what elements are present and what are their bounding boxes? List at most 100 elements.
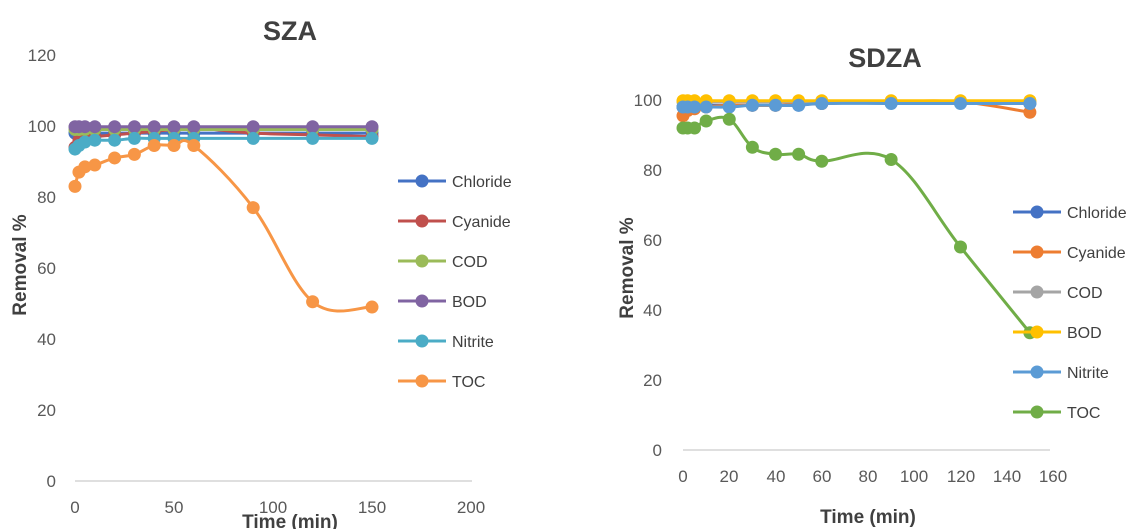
sza-data-point[interactable] [306, 120, 320, 134]
sza-y-tick-label: 0 [47, 472, 56, 491]
sza-data-point[interactable] [68, 179, 82, 193]
sza-x-tick-label: 150 [358, 498, 386, 517]
sza-y-tick-labels: 0 20 40 60 80 100 120 [28, 46, 56, 491]
sdza-x-tick-label: 100 [900, 467, 928, 486]
sdza-x-tick-label: 60 [813, 467, 832, 486]
sza-data-point[interactable] [167, 120, 181, 134]
sza-data-point[interactable] [246, 201, 260, 215]
sza-data-point[interactable] [365, 300, 379, 314]
sza-x-tick-label: 100 [259, 498, 287, 517]
sza-data-point[interactable] [187, 120, 201, 134]
sdza-data-point[interactable] [688, 121, 702, 135]
sza-data-point[interactable] [127, 120, 141, 134]
sdza-data-point[interactable] [884, 153, 898, 166]
sdza-legend-item[interactable]: Nitrite [1013, 365, 1109, 382]
sza-data-point[interactable] [365, 120, 379, 134]
sdza-legend-marker [1030, 405, 1044, 419]
sza-data-point[interactable] [88, 133, 102, 147]
sdza-data-point[interactable] [745, 98, 759, 112]
sza-data-point[interactable] [306, 295, 320, 309]
sdza-legend-item[interactable]: COD [1013, 285, 1103, 302]
sdza-series-nitrite [676, 97, 1037, 114]
sza-data-point[interactable] [108, 151, 122, 165]
sza-y-tick-label: 120 [28, 46, 56, 65]
sdza-legend-item[interactable]: Cyanide [1013, 245, 1126, 262]
sza-data-point[interactable] [246, 120, 260, 134]
sza-data-point[interactable] [147, 139, 161, 153]
sdza-data-point[interactable] [699, 100, 713, 114]
sdza-data-point[interactable] [884, 97, 898, 110]
sza-data-point[interactable] [306, 131, 320, 145]
sdza-data-point[interactable] [699, 114, 713, 128]
sza-data-point[interactable] [246, 131, 260, 145]
sdza-legend-marker [1030, 245, 1044, 259]
sza-legend-item[interactable]: BOD [398, 294, 487, 311]
sza-data-point[interactable] [78, 135, 92, 149]
sdza-data-point[interactable] [815, 154, 829, 168]
sdza-chart-title: SDZA [848, 43, 922, 73]
sza-legend-item[interactable]: COD [398, 254, 488, 271]
sdza-data-point[interactable] [722, 112, 736, 126]
sza-legend-marker [415, 254, 429, 268]
sza-y-tick-label: 80 [37, 188, 56, 207]
sdza-data-point[interactable] [954, 97, 967, 110]
sdza-data-point[interactable] [954, 240, 967, 254]
sdza-data-point[interactable] [769, 147, 782, 161]
sza-data-point[interactable] [88, 120, 102, 134]
sdza-legend-item[interactable]: Chloride [1013, 205, 1127, 222]
sza-data-point[interactable] [127, 147, 141, 161]
sdza-data-point[interactable] [688, 100, 702, 114]
sza-legend-item[interactable]: Cyanide [398, 214, 511, 231]
sza-legend-marker [415, 174, 429, 188]
sdza-legend-marker [1030, 325, 1044, 339]
sza-y-tick-label: 60 [37, 259, 56, 278]
sza-legend-marker [415, 374, 429, 388]
sza-chart-title: SZA [263, 16, 317, 46]
sza-legend-item[interactable]: Nitrite [398, 334, 494, 351]
sdza-data-point[interactable] [769, 98, 782, 112]
sza-data-point[interactable] [108, 133, 122, 147]
sdza-legend-label: Nitrite [1067, 365, 1109, 382]
sza-legend-marker [415, 214, 429, 228]
sza-legend-label: Cyanide [452, 214, 511, 231]
sza-legend-marker [415, 294, 429, 308]
sza-legend-label: Chloride [452, 174, 512, 191]
sdza-x-tick-label: 120 [947, 467, 975, 486]
sza-data-point[interactable] [88, 158, 102, 172]
sza-legend: Chloride Cyanide COD BOD Nitrite [398, 174, 512, 391]
sdza-data-point[interactable] [815, 97, 829, 110]
sza-chart: SZA 0 20 40 60 80 100 120 0 50 100 150 2… [10, 16, 512, 529]
sza-data-point[interactable] [78, 160, 92, 174]
sza-data-point[interactable] [127, 131, 141, 145]
sza-x-axis-label: Time (min) [242, 512, 338, 529]
sza-data-point[interactable] [78, 120, 92, 134]
sdza-legend-item[interactable]: TOC [1013, 405, 1100, 422]
sza-data-point[interactable] [365, 131, 379, 145]
sza-legend-item[interactable]: Chloride [398, 174, 512, 191]
sza-y-tick-label: 20 [37, 401, 56, 420]
sza-data-point[interactable] [167, 139, 181, 153]
sdza-x-tick-label: 0 [678, 467, 687, 486]
sdza-y-tick-labels: 0 20 40 60 80 100 [634, 91, 662, 460]
sdza-x-tick-label: 160 [1039, 467, 1067, 486]
sza-legend-item[interactable]: TOC [398, 374, 485, 391]
sdza-x-axis-label: Time (min) [820, 507, 916, 528]
sza-data-point[interactable] [187, 139, 201, 153]
sza-y-tick-label: 40 [37, 330, 56, 349]
sdza-y-axis-label: Removal % [617, 217, 638, 318]
sza-x-tick-label: 0 [70, 498, 79, 517]
sza-data-point[interactable] [147, 120, 161, 134]
sdza-y-tick-label: 20 [643, 371, 662, 390]
sdza-data-point[interactable] [722, 100, 736, 114]
sza-data-point[interactable] [108, 120, 122, 134]
sdza-data-point[interactable] [1023, 97, 1037, 110]
sdza-data-point[interactable] [792, 147, 806, 161]
sdza-legend: Chloride Cyanide COD BOD Nitrite [1013, 205, 1127, 422]
sdza-data-point[interactable] [745, 140, 759, 154]
sdza-data-point[interactable] [792, 98, 806, 112]
sdza-legend-item[interactable]: BOD [1013, 325, 1102, 342]
sdza-y-tick-label: 40 [643, 301, 662, 320]
sza-x-tick-label: 200 [457, 498, 485, 517]
sdza-x-tick-label: 80 [859, 467, 878, 486]
